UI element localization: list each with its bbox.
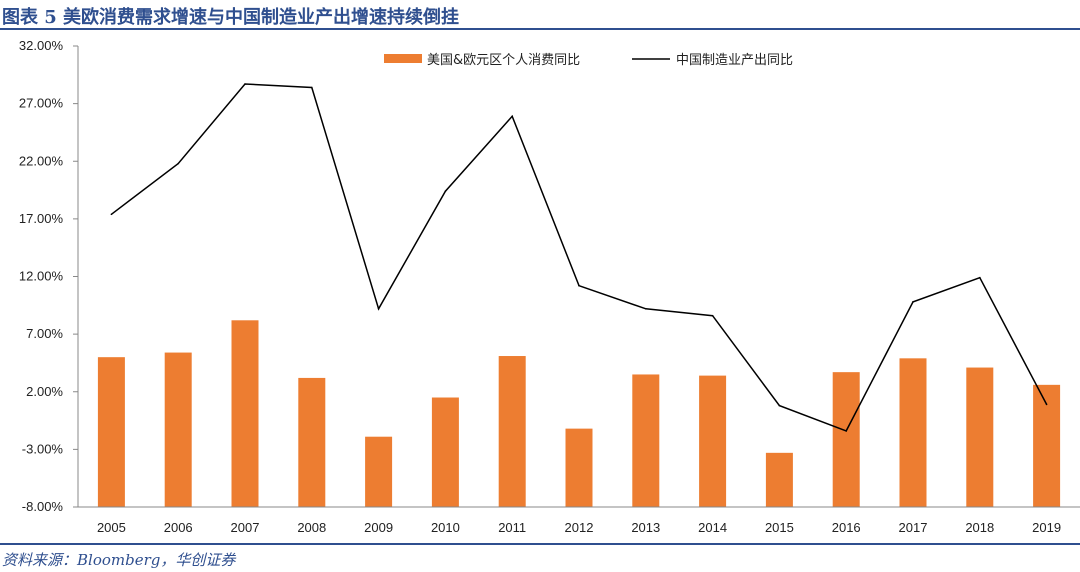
line-point: [511, 115, 513, 118]
x-tick-label: 2006: [164, 520, 193, 535]
source-note: 资料来源：Bloomberg，华创证券: [2, 551, 236, 569]
line-point: [177, 162, 179, 165]
y-tick-label: 2.00%: [26, 384, 63, 399]
chart: -8.00% -3.00% 2.00% 7.00% 12.00% 17.00% 22.00%…: [19, 38, 1080, 535]
bar-series: [97, 320, 1061, 507]
bar: [431, 397, 459, 507]
line-point: [244, 83, 246, 85]
legend-swatch-bar: [384, 54, 422, 63]
figure-footer: 资料来源：Bloomberg，华创证券: [0, 543, 1080, 572]
x-tick-label: 2015: [765, 520, 794, 535]
x-tick-label: 2008: [297, 520, 326, 535]
legend: 美国&欧元区个人消费同比 中国制造业产出同比: [384, 53, 793, 68]
line-point: [912, 301, 914, 303]
y-tick-label: 22.00%: [19, 153, 64, 168]
bar: [699, 375, 727, 507]
line-point: [377, 307, 380, 310]
line-point: [1045, 403, 1048, 406]
y-tick-label: 12.00%: [19, 269, 64, 284]
y-tick-label: -3.00%: [22, 441, 64, 456]
y-tick-label: 32.00%: [19, 38, 64, 53]
bar: [632, 374, 660, 507]
figure-header: 图表 5 美欧消费需求增速与中国制造业产出增速持续倒挂: [0, 0, 1080, 30]
x-tick-label: 2009: [364, 520, 393, 535]
bar: [97, 357, 125, 507]
line-point: [778, 404, 781, 407]
x-tick-label: 2005: [97, 520, 126, 535]
x-tick-label: 2016: [832, 520, 861, 535]
bar: [565, 428, 593, 507]
x-tick-label: 2014: [698, 520, 727, 535]
line-point: [311, 86, 313, 89]
bar: [899, 358, 927, 507]
y-tick-label: 7.00%: [26, 326, 63, 341]
line-point: [444, 190, 447, 193]
bar: [498, 356, 526, 507]
line-point: [110, 213, 113, 216]
bar: [231, 320, 259, 507]
bar: [164, 352, 192, 507]
line-point: [979, 276, 981, 279]
x-tick-label: 2019: [1032, 520, 1061, 535]
x-tick-label: 2007: [231, 520, 260, 535]
y-tick-label: 27.00%: [19, 96, 64, 111]
line-point: [578, 284, 580, 287]
y-axis: -8.00% -3.00% 2.00% 7.00% 12.00% 17.00% 22.00%…: [19, 38, 79, 514]
bar: [832, 372, 860, 507]
x-tick-label: 2018: [965, 520, 994, 535]
x-tick-label: 2013: [631, 520, 660, 535]
line-point: [645, 307, 647, 310]
x-tick-label: 2011: [498, 520, 526, 535]
y-tick-label: -8.00%: [22, 499, 64, 514]
bar: [298, 377, 326, 507]
legend-label-bar: 美国&欧元区个人消费同比: [427, 53, 580, 68]
bar: [966, 367, 994, 507]
bar: [765, 452, 793, 507]
line-series: [110, 83, 1048, 432]
y-tick-label: 17.00%: [19, 211, 64, 226]
x-axis: 2005 2006 2007 2008 2009 2010 2011 2012 2013 2014…: [78, 506, 1080, 535]
legend-label-line: 中国制造业产出同比: [676, 53, 793, 68]
bar: [365, 436, 393, 507]
x-tick-label: 2010: [431, 520, 460, 535]
figure-title: 图表 5 美欧消费需求增速与中国制造业产出增速持续倒挂: [2, 7, 460, 28]
line-point: [845, 430, 847, 432]
line-point: [711, 314, 714, 317]
x-tick-label: 2012: [565, 520, 594, 535]
x-tick-label: 2017: [899, 520, 928, 535]
